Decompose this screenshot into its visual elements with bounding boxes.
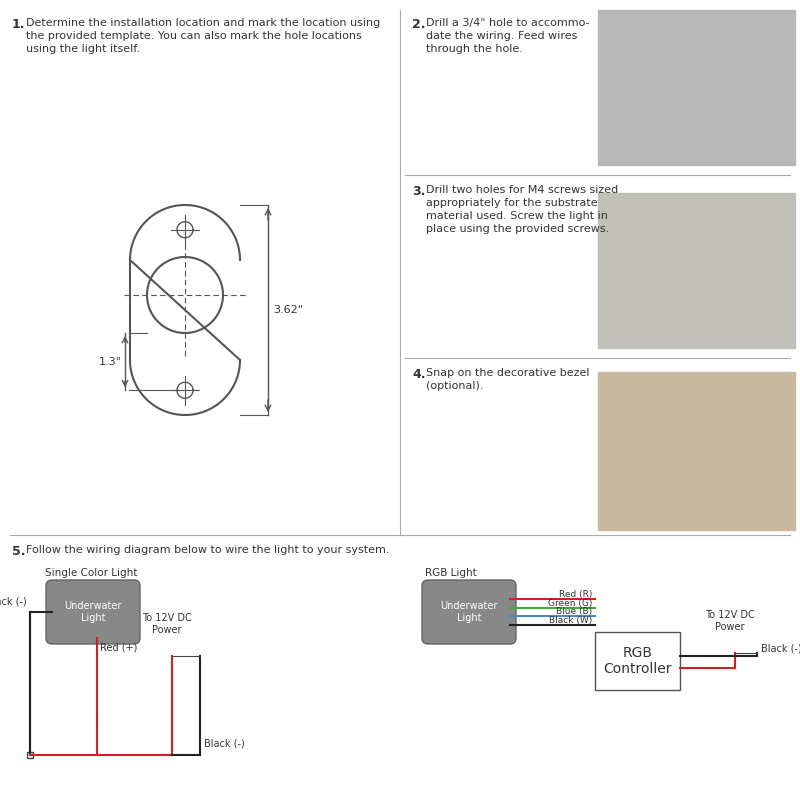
Bar xyxy=(598,372,795,530)
Text: Red (R): Red (R) xyxy=(558,590,592,599)
Text: 2.: 2. xyxy=(412,18,426,31)
Text: Green (G): Green (G) xyxy=(548,599,592,608)
Text: Determine the installation location and mark the location using: Determine the installation location and … xyxy=(26,18,380,28)
Text: through the hole.: through the hole. xyxy=(426,44,523,54)
Text: 4.: 4. xyxy=(412,368,426,381)
Text: the provided template. You can also mark the hole locations: the provided template. You can also mark… xyxy=(26,31,362,41)
Text: Follow the wiring diagram below to wire the light to your system.: Follow the wiring diagram below to wire … xyxy=(26,545,390,555)
FancyBboxPatch shape xyxy=(46,580,140,644)
Text: 1.: 1. xyxy=(12,18,26,31)
Bar xyxy=(598,193,795,348)
Text: RGB Light: RGB Light xyxy=(425,568,477,578)
Text: Red (+): Red (+) xyxy=(100,642,138,652)
Text: Single Color Light: Single Color Light xyxy=(45,568,138,578)
Bar xyxy=(27,752,33,758)
Text: Underwater
Light: Underwater Light xyxy=(64,602,122,622)
Text: 3.: 3. xyxy=(412,185,426,198)
Text: Black (W): Black (W) xyxy=(549,616,592,625)
Text: Black (-): Black (-) xyxy=(761,643,800,654)
Bar xyxy=(598,10,795,165)
Text: Blue (B): Blue (B) xyxy=(556,607,592,616)
Text: date the wiring. Feed wires: date the wiring. Feed wires xyxy=(426,31,578,41)
Text: Black (-): Black (-) xyxy=(204,739,245,749)
Text: Black (-): Black (-) xyxy=(0,596,27,606)
FancyBboxPatch shape xyxy=(422,580,516,644)
Text: To 12V DC
Power: To 12V DC Power xyxy=(142,614,192,635)
Text: 5.: 5. xyxy=(12,545,26,558)
Text: To 12V DC
Power: To 12V DC Power xyxy=(705,610,755,632)
Bar xyxy=(595,632,680,690)
Text: place using the provided screws.: place using the provided screws. xyxy=(426,224,610,234)
Text: (optional).: (optional). xyxy=(426,381,483,391)
Text: Underwater
Light: Underwater Light xyxy=(440,602,498,622)
Text: Snap on the decorative bezel: Snap on the decorative bezel xyxy=(426,368,590,378)
Text: using the light itself.: using the light itself. xyxy=(26,44,140,54)
Text: material used. Screw the light in: material used. Screw the light in xyxy=(426,211,608,221)
Text: Drill two holes for M4 screws sized: Drill two holes for M4 screws sized xyxy=(426,185,618,195)
Text: 3.62": 3.62" xyxy=(273,305,303,315)
Text: RGB
Controller: RGB Controller xyxy=(603,646,672,676)
Text: appropriately for the substrate: appropriately for the substrate xyxy=(426,198,598,208)
Text: Drill a 3/4" hole to accommo-: Drill a 3/4" hole to accommo- xyxy=(426,18,590,28)
Text: 1.3": 1.3" xyxy=(99,357,122,366)
